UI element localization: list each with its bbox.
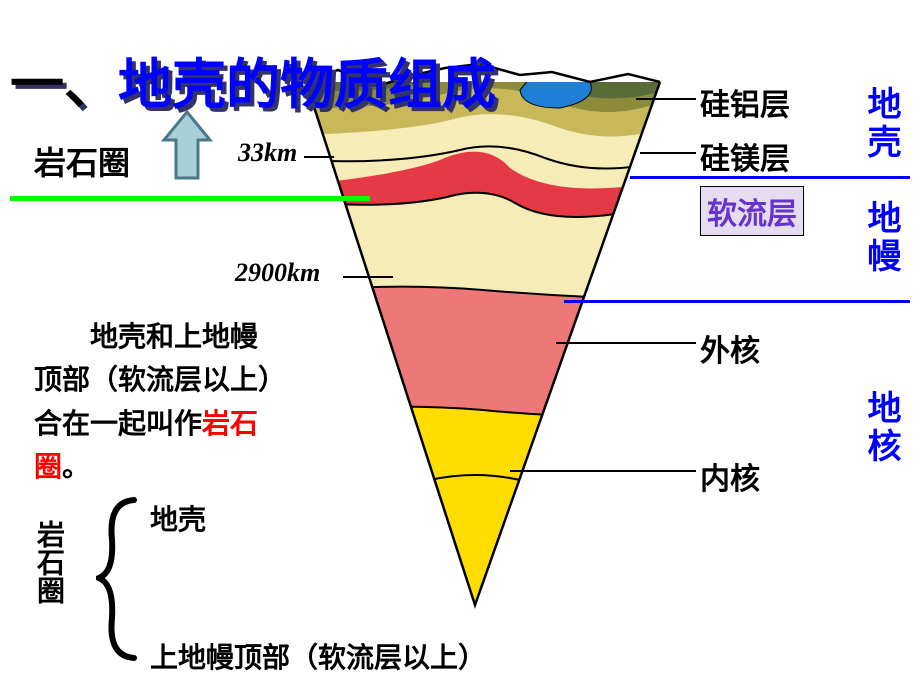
leader-inner-core — [510, 470, 696, 472]
brace-item-crust: 地壳 — [150, 498, 206, 538]
leader-sima — [640, 152, 696, 154]
lithosphere-label: 岩石圈 — [34, 138, 130, 184]
depth-2900km: 2900km — [235, 258, 320, 288]
slide-title: 一、地壳的物质组成 — [10, 40, 496, 119]
up-arrow-icon — [160, 108, 214, 186]
brace-icon — [96, 494, 146, 664]
depth-33km: 33km — [238, 138, 297, 168]
blue-line-mantle-core — [564, 300, 910, 303]
title-main-text: 地壳的物质组成 — [118, 55, 496, 115]
label-sial: 硅铝层 — [700, 80, 790, 124]
leader-2900km — [343, 276, 393, 278]
leader-33km — [304, 156, 334, 158]
brace-item-mantle-top: 上地幔顶部（软流层以上） — [150, 636, 486, 676]
label-asthenosphere: 软流层 — [700, 186, 804, 236]
label-mantle: 地幔 — [856, 200, 905, 276]
label-core: 地核 — [856, 390, 905, 466]
label-inner-core: 内核 — [700, 454, 760, 498]
green-separator-line — [10, 196, 370, 201]
brace-title: 岩石圈 — [28, 520, 68, 604]
leader-sial — [636, 98, 696, 100]
blue-line-crust-mantle — [630, 176, 910, 179]
label-outer-core: 外核 — [700, 326, 760, 370]
label-crust: 地壳 — [856, 86, 905, 162]
label-sima: 硅镁层 — [700, 134, 790, 178]
definition-paragraph: 地壳和上地幔 顶部（软流层以上） 合在一起叫作岩石 圈。 — [34, 316, 354, 490]
leader-outer-core — [556, 342, 696, 344]
